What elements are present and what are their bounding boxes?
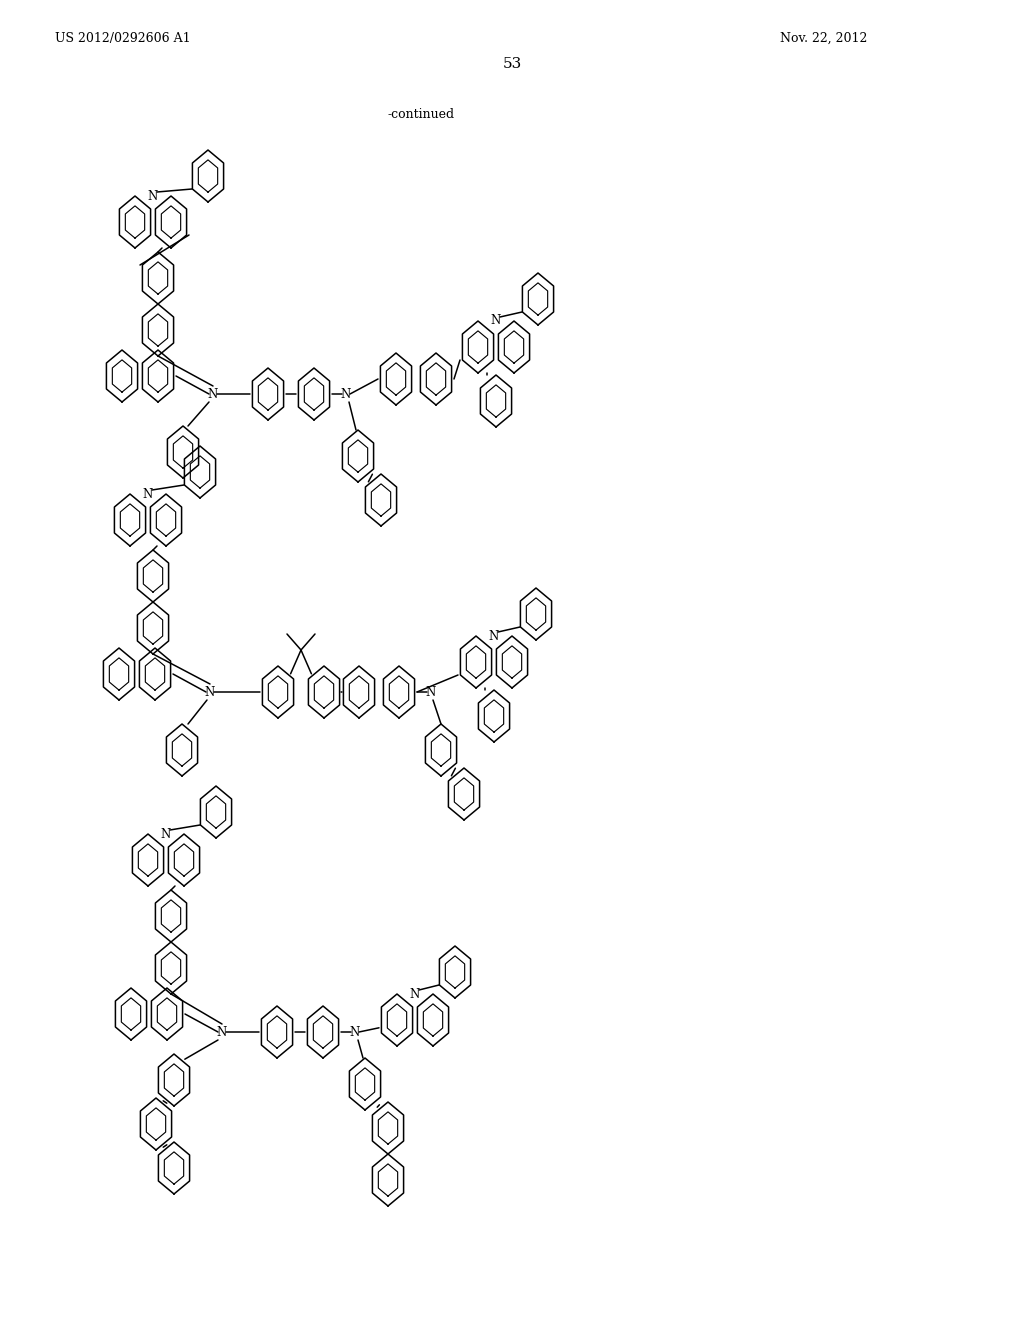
Text: N: N bbox=[488, 630, 499, 643]
Text: N: N bbox=[208, 388, 218, 400]
Text: N: N bbox=[350, 1026, 360, 1039]
Text: 53: 53 bbox=[503, 57, 521, 71]
Text: N: N bbox=[161, 828, 171, 841]
Text: N: N bbox=[341, 388, 351, 400]
Text: N: N bbox=[217, 1026, 227, 1039]
Text: -continued: -continued bbox=[388, 108, 455, 121]
Text: N: N bbox=[143, 487, 154, 500]
Text: N: N bbox=[147, 190, 158, 202]
Text: N: N bbox=[410, 987, 420, 1001]
Text: N: N bbox=[490, 314, 501, 327]
Text: US 2012/0292606 A1: US 2012/0292606 A1 bbox=[55, 32, 190, 45]
Text: Nov. 22, 2012: Nov. 22, 2012 bbox=[780, 32, 867, 45]
Text: N: N bbox=[205, 685, 215, 698]
Text: N: N bbox=[426, 685, 436, 698]
